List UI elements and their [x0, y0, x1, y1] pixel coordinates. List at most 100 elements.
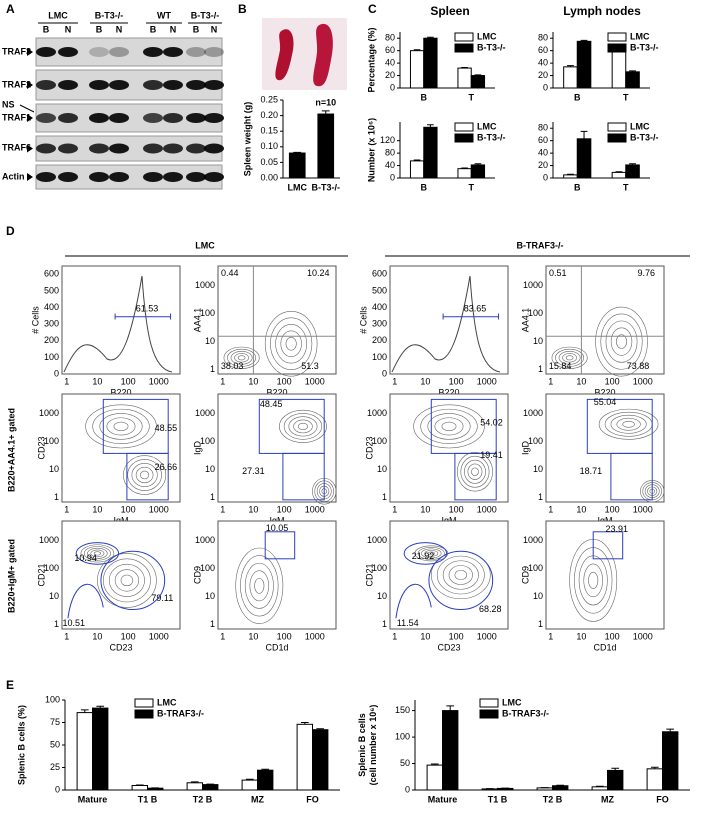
x-tick-label: 1000	[305, 376, 325, 386]
legend-swatch	[454, 43, 474, 53]
x-tick-label: T2 B	[193, 794, 213, 804]
bar	[625, 164, 640, 179]
gate	[75, 542, 120, 565]
error-bar	[580, 130, 588, 139]
band	[58, 80, 78, 90]
y-tick-label: 100	[200, 436, 215, 446]
x-tick-label: 1000	[477, 504, 497, 514]
error-bar	[666, 728, 675, 732]
legend-swatch	[454, 122, 474, 132]
x-tick-label: 1	[64, 376, 69, 386]
contour	[85, 404, 157, 449]
gate	[264, 531, 296, 560]
lane-label: B	[150, 24, 157, 34]
bar	[611, 51, 627, 89]
y-tick-label: 0	[390, 82, 395, 92]
error-bar	[567, 65, 574, 67]
bar	[312, 729, 329, 791]
y-tick-label: 1	[210, 492, 215, 502]
x-axis-label: IgM	[441, 515, 456, 525]
bar	[563, 66, 578, 89]
gate-value: 54.02	[480, 418, 503, 428]
contour	[92, 408, 150, 444]
x-tick-label: 10	[248, 631, 258, 641]
contour	[555, 348, 585, 367]
gate-value: 0.44	[221, 268, 239, 278]
y-tick-label: 0	[55, 784, 60, 794]
gate-value: 27.31	[242, 466, 265, 476]
bar	[563, 174, 578, 179]
gate-value: 51.3	[301, 361, 319, 371]
y-axis-label: Splenic B cells	[357, 713, 367, 777]
y-tick-label: 1000	[523, 280, 543, 290]
band	[186, 143, 206, 154]
y-tick-label: 100	[395, 731, 410, 741]
legend-swatch	[607, 32, 627, 42]
x-axis-label: CD1d	[265, 642, 288, 652]
plot-frame	[61, 520, 181, 630]
x-tick-label: 10	[92, 504, 102, 514]
x-tick-label: 100	[449, 504, 464, 514]
gate-value: 19.41	[480, 450, 503, 460]
y-tick-label: 20	[385, 70, 395, 80]
bar	[186, 782, 204, 791]
spleen	[313, 23, 333, 87]
x-tick-label: T	[469, 182, 475, 192]
y-tick-label: 10	[205, 591, 215, 601]
x-tick-label: 10	[248, 376, 258, 386]
plot-frame	[389, 265, 509, 375]
x-axis-label: B220	[266, 387, 287, 397]
bar	[470, 75, 486, 89]
y-axis-label: IgD	[520, 441, 530, 456]
x-tick-label: 100	[605, 376, 620, 386]
band	[58, 172, 78, 182]
gate	[454, 452, 497, 501]
y-axis-label: AA4.1	[192, 308, 202, 333]
error-bar	[611, 767, 620, 771]
contour	[454, 569, 467, 581]
plot-frame	[545, 520, 665, 630]
bar	[423, 37, 438, 89]
y-tick-label: 100	[200, 563, 215, 573]
y-tick-label: 1000	[195, 535, 215, 545]
x-axis-label: IgM	[269, 515, 284, 525]
arrow	[27, 144, 33, 153]
y-tick-label: 1	[210, 364, 215, 374]
contour	[285, 336, 297, 351]
band	[89, 113, 109, 123]
bar	[423, 126, 438, 179]
legend-label: B-TRAF3-/-	[502, 708, 549, 718]
group-label: WT	[157, 10, 171, 20]
y-tick-label: 200	[44, 335, 59, 345]
x-tick-label: 100	[605, 504, 620, 514]
y-tick-label: 10	[49, 464, 59, 474]
contour	[99, 413, 143, 440]
gate-value: 0.51	[549, 268, 567, 278]
y-tick-label: 60	[538, 45, 548, 55]
band	[89, 172, 109, 182]
x-tick-label: 1000	[477, 631, 497, 641]
error-bar	[474, 163, 482, 165]
x-tick-label: 1000	[305, 504, 325, 514]
gate-value: 18.71	[580, 466, 603, 476]
x-tick-label: 1000	[149, 504, 169, 514]
contour	[441, 421, 457, 432]
x-tick-label: 1000	[477, 376, 497, 386]
contour	[83, 546, 111, 561]
group-title: B-TRAF3-/-	[517, 240, 564, 250]
y-axis-label: Splenic B cells (%)	[16, 705, 26, 785]
y-tick-label: 0	[543, 172, 548, 182]
row-label: B220+AA4.1+ gated	[6, 408, 16, 492]
gate	[126, 452, 169, 501]
legend-label: LMC	[477, 121, 497, 131]
band	[186, 80, 206, 90]
band	[109, 80, 129, 90]
y-tick-label: 1000	[367, 408, 387, 418]
y-tick-label: 500	[372, 285, 387, 295]
contour	[434, 417, 464, 436]
y-tick-label: 100	[44, 352, 59, 362]
plot-frame	[217, 393, 337, 503]
contour	[135, 466, 154, 484]
x-tick-label: 1000	[633, 376, 653, 386]
x-tick-label: 10	[420, 504, 430, 514]
